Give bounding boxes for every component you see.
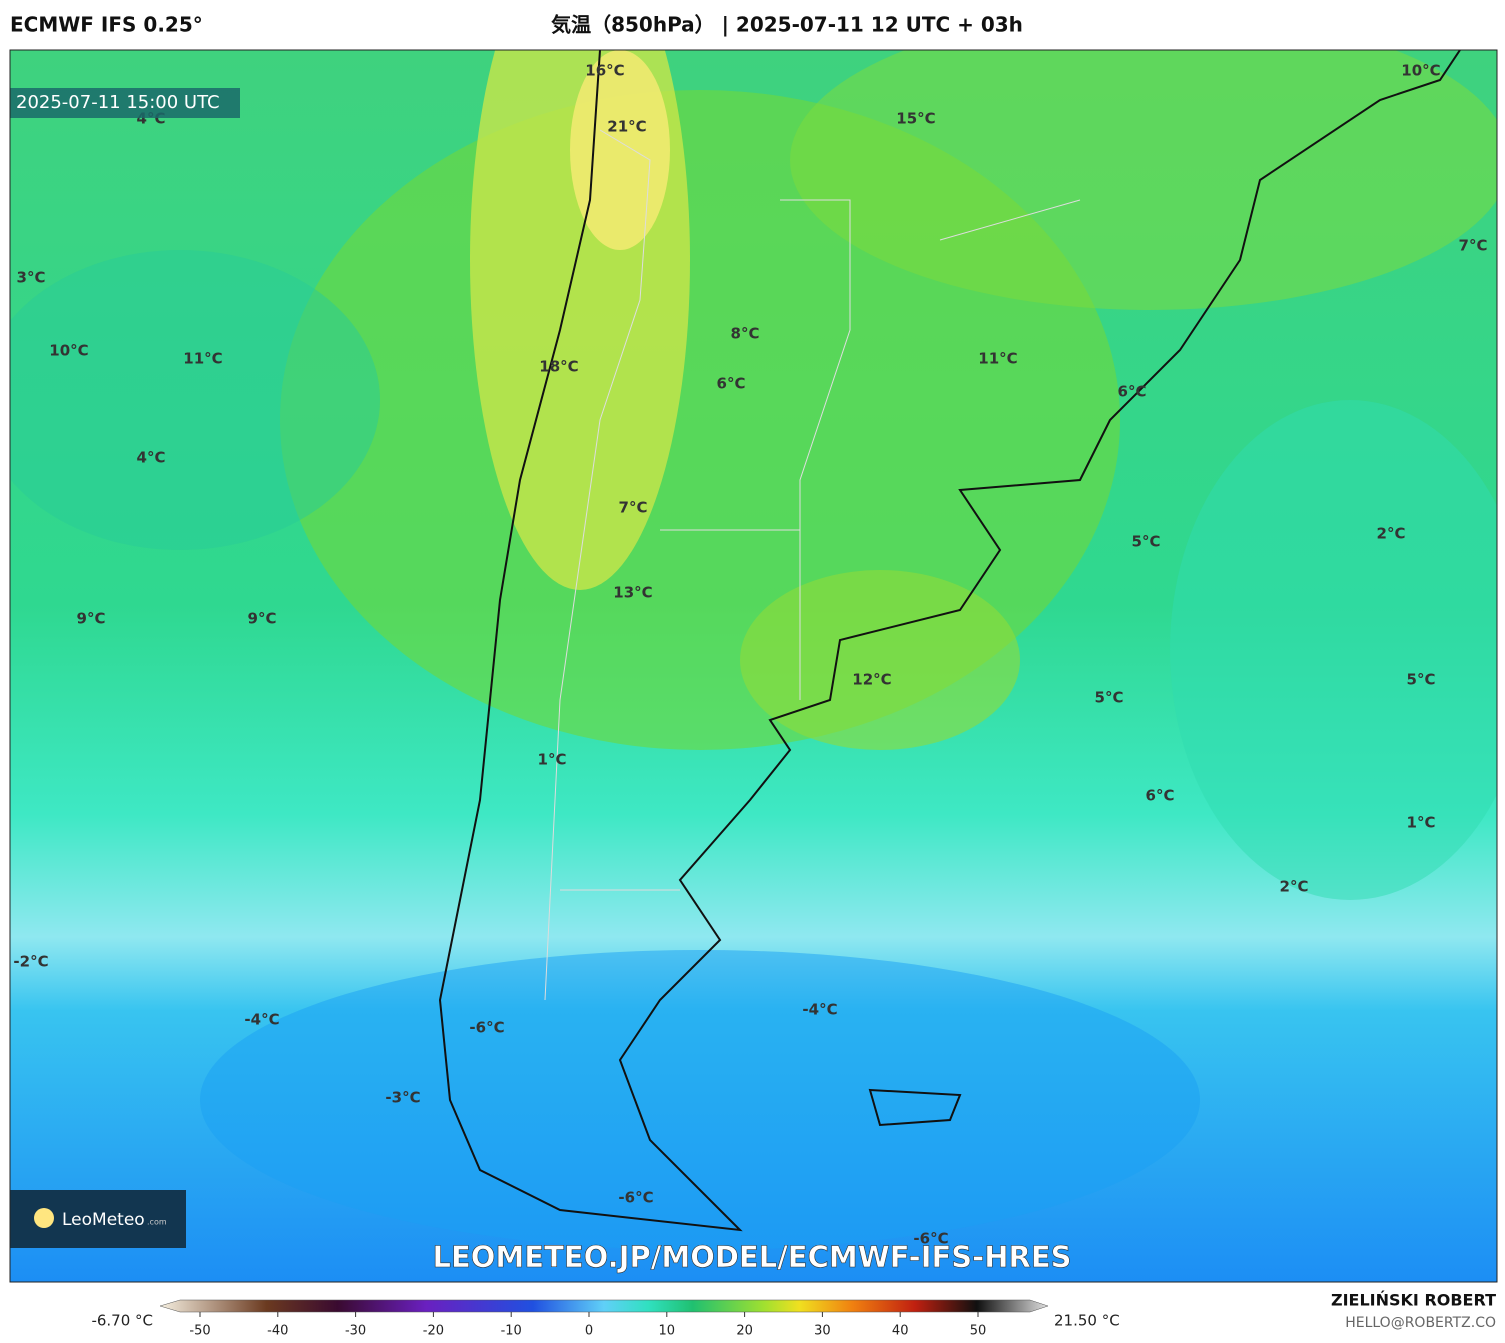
colorbar-min: -6.70 °C xyxy=(91,1312,153,1330)
colorbar-tick-label: 0 xyxy=(585,1324,593,1339)
logo-suffix: .com xyxy=(147,1218,167,1227)
temperature-label: 10°C xyxy=(49,342,88,360)
temperature-label: 10°C xyxy=(1401,62,1440,80)
temperature-label: 8°C xyxy=(731,325,760,343)
temperature-label: 9°C xyxy=(248,610,277,628)
temperature-label: 1°C xyxy=(538,751,567,769)
temperature-label: -3°C xyxy=(385,1089,420,1107)
temperature-label: -6°C xyxy=(913,1230,948,1248)
colorbar-tick-label: -40 xyxy=(267,1324,288,1339)
temperature-label: 11°C xyxy=(183,350,222,368)
colorbar-tick-label: -30 xyxy=(345,1324,366,1339)
temperature-label: 5°C xyxy=(1095,689,1124,707)
colorbar-tick-label: -10 xyxy=(501,1324,522,1339)
logo-name: LeoMeteo xyxy=(62,1210,145,1230)
temperature-label: 18°C xyxy=(539,358,578,376)
map: 16°C 4°C 21°C 15°C 10°C 7°C 3°C 10°C 11°C 18°C 8°C… xyxy=(10,50,1497,1282)
colorbar-max: 21.50 °C xyxy=(1054,1312,1120,1330)
temperature-label: -6°C xyxy=(618,1189,653,1207)
colorbar-tick-label: 10 xyxy=(659,1324,676,1339)
colorbar-tick-label: -20 xyxy=(423,1324,444,1339)
temperature-label: 4°C xyxy=(137,449,166,467)
temperature-label: 6°C xyxy=(1118,383,1147,401)
colorbar-tick-label: 40 xyxy=(892,1324,909,1339)
colorbar-tick-label: 30 xyxy=(814,1324,831,1339)
temperature-label: 1°C xyxy=(1407,814,1436,832)
temperature-label: 5°C xyxy=(1407,671,1436,689)
valid-time: 2025-07-11 15:00 UTC xyxy=(16,92,220,113)
temperature-label: -2°C xyxy=(13,953,48,971)
temperature-label: 15°C xyxy=(896,110,935,128)
contact: HELLO@ROBERTZ.CO xyxy=(1345,1315,1496,1331)
temperature-label: 16°C xyxy=(585,62,624,80)
temperature-label: -4°C xyxy=(244,1011,279,1029)
colorbar-tick-label: -50 xyxy=(189,1324,210,1339)
author: ZIELIŃSKI ROBERT xyxy=(1331,1291,1496,1310)
temperature-label: 6°C xyxy=(1146,787,1175,805)
colorbar-tick-label: 20 xyxy=(736,1324,753,1339)
watermark: LEOMETEO.JP/MODEL/ECMWF-IFS-HRES xyxy=(432,1240,1071,1274)
temperature-label: 5°C xyxy=(1132,533,1161,551)
temperature-label: 11°C xyxy=(978,350,1017,368)
temperature-label: 13°C xyxy=(613,584,652,602)
temperature-label: 12°C xyxy=(852,671,891,689)
temperature-label: 3°C xyxy=(17,269,46,287)
model-name: ECMWF IFS 0.25° xyxy=(10,13,203,37)
temperature-label: 9°C xyxy=(77,610,106,628)
temperature-label: 21°C xyxy=(607,118,646,136)
colorbar-tick-label: 50 xyxy=(970,1324,987,1339)
temperature-label: 2°C xyxy=(1377,525,1406,543)
temperature-label: -4°C xyxy=(802,1001,837,1019)
temperature-label: -6°C xyxy=(469,1019,504,1037)
map-title: 気温（850hPa） | 2025-07-11 12 UTC + 03h xyxy=(551,13,1023,37)
temperature-label: 7°C xyxy=(1459,237,1488,255)
temperature-label: 6°C xyxy=(717,375,746,393)
colorbar xyxy=(159,1299,1049,1313)
temperature-label: 7°C xyxy=(619,499,648,517)
temperature-label: 2°C xyxy=(1280,878,1309,896)
